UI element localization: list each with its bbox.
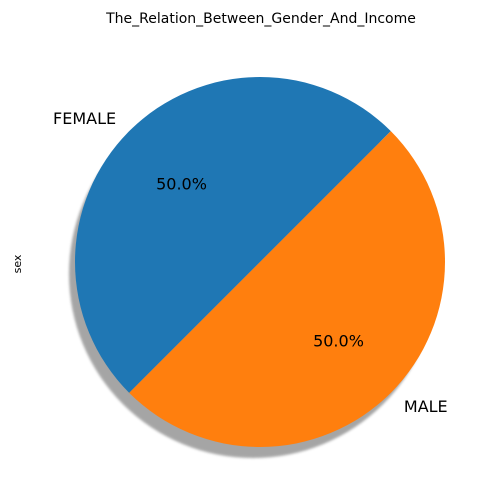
slice-label-male: MALE [404, 397, 448, 416]
slice-percent-male: 50.0% [313, 331, 364, 350]
slices-layer [75, 77, 445, 447]
chart-title: The_Relation_Between_Gender_And_Income [105, 11, 416, 27]
slice-percent-female: 50.0% [156, 175, 207, 194]
slice-label-female: FEMALE [53, 109, 116, 128]
y-axis-label: sex [11, 254, 24, 273]
